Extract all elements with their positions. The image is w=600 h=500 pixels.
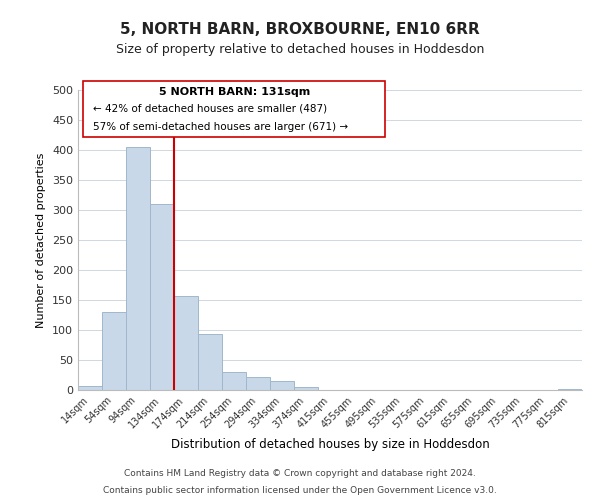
X-axis label: Distribution of detached houses by size in Hoddesdon: Distribution of detached houses by size … (170, 438, 490, 451)
Text: 5 NORTH BARN: 131sqm: 5 NORTH BARN: 131sqm (158, 87, 310, 97)
Text: ← 42% of detached houses are smaller (487): ← 42% of detached houses are smaller (48… (93, 104, 327, 114)
Text: 57% of semi-detached houses are larger (671) →: 57% of semi-detached houses are larger (… (93, 122, 348, 132)
Bar (150, 204, 174, 390)
Text: Size of property relative to detached houses in Hoddesdon: Size of property relative to detached ho… (116, 42, 484, 56)
Bar (246, 377, 270, 390)
Bar (222, 372, 246, 390)
Bar (174, 296, 198, 390)
Text: Contains public sector information licensed under the Open Government Licence v3: Contains public sector information licen… (103, 486, 497, 495)
Bar (126, 147, 150, 390)
Bar (78, 386, 102, 390)
Bar (102, 312, 126, 390)
Text: 5, NORTH BARN, BROXBOURNE, EN10 6RR: 5, NORTH BARN, BROXBOURNE, EN10 6RR (120, 22, 480, 38)
Bar (270, 381, 294, 390)
Bar (198, 334, 222, 390)
FancyBboxPatch shape (83, 81, 385, 136)
Y-axis label: Number of detached properties: Number of detached properties (37, 152, 46, 328)
Text: Contains HM Land Registry data © Crown copyright and database right 2024.: Contains HM Land Registry data © Crown c… (124, 468, 476, 477)
Bar (294, 387, 318, 390)
